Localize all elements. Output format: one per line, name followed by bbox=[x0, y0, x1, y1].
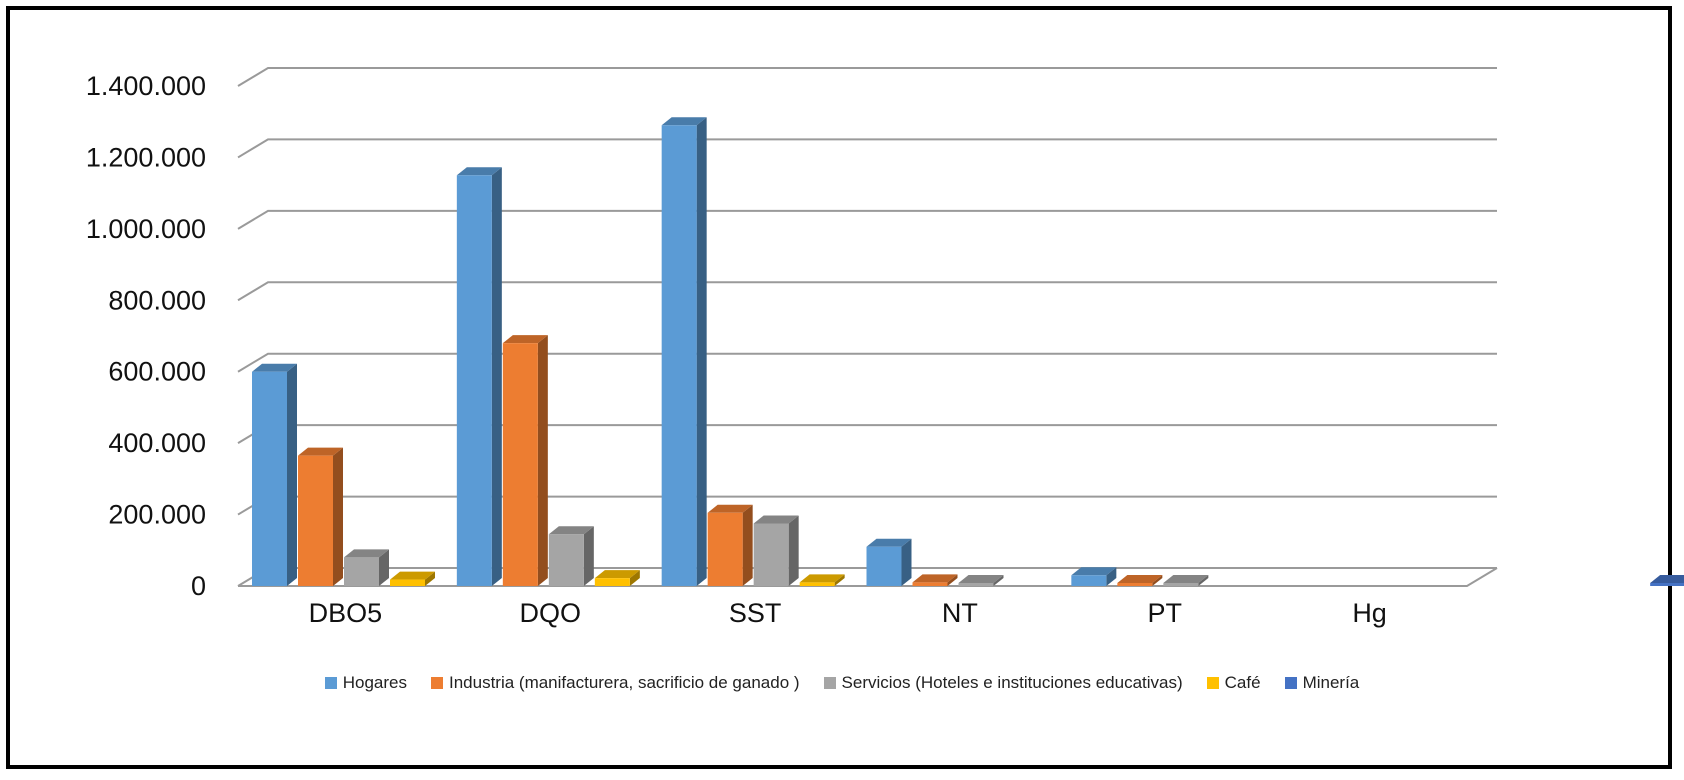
chart-legend: Hogares Industria (manifacturera, sacrifi… bbox=[0, 668, 1684, 698]
legend-label: Café bbox=[1224, 673, 1261, 692]
bar-pt-1 bbox=[1071, 567, 1117, 586]
y-tick-label: 200.000 bbox=[108, 500, 206, 530]
bar-sst-1 bbox=[661, 117, 707, 587]
gridline bbox=[237, 138, 1497, 159]
legend-swatch bbox=[1284, 677, 1297, 689]
legend-item: Café bbox=[1206, 673, 1261, 693]
bar-dqo-2 bbox=[502, 335, 548, 586]
legend-label: Servicios (Hoteles e instituciones educa… bbox=[841, 673, 1183, 692]
gridline bbox=[237, 281, 1497, 302]
legend-label: Industria (manifacturera, sacrificio de … bbox=[448, 673, 800, 692]
gridline bbox=[237, 67, 1497, 87]
legend-swatch bbox=[430, 677, 443, 689]
bar-hg-5 bbox=[1650, 575, 1684, 586]
y-tick-label: 0 bbox=[191, 571, 206, 601]
bar-dbo5-4 bbox=[390, 571, 435, 586]
y-tick-label: 1.000.000 bbox=[86, 214, 206, 244]
legend-swatch bbox=[1206, 677, 1219, 689]
bar-chart: 0 200.000 400.000 600.000 800.000 1.000.000 1.… bbox=[86, 67, 1684, 628]
y-tick-label: 400.000 bbox=[108, 428, 206, 458]
legend-item: Minería bbox=[1284, 673, 1360, 693]
y-tick-label: 1.400.000 bbox=[86, 71, 206, 101]
category-label: PT bbox=[1147, 598, 1182, 628]
bar-nt-1 bbox=[866, 538, 912, 586]
legend-label: Minería bbox=[1302, 673, 1360, 692]
bar-sst-3 bbox=[753, 515, 799, 586]
legend-item: Hogares bbox=[324, 673, 407, 693]
legend-swatch bbox=[823, 677, 836, 689]
y-tick-label: 800.000 bbox=[108, 285, 206, 315]
category-label: NT bbox=[942, 598, 978, 628]
y-tick-label: 600.000 bbox=[108, 357, 206, 387]
bar-dqo-1 bbox=[456, 167, 502, 587]
gridline bbox=[237, 495, 1497, 516]
category-label: Hg bbox=[1352, 598, 1387, 628]
bar-dqo-3 bbox=[548, 526, 594, 586]
bar-nt-2 bbox=[912, 574, 958, 586]
gridline bbox=[237, 209, 1497, 230]
gridline bbox=[237, 424, 1497, 445]
bar-sst-4 bbox=[799, 574, 845, 586]
bar-pt-3 bbox=[1163, 575, 1209, 586]
legend-swatch bbox=[324, 677, 337, 689]
gridline bbox=[237, 352, 1497, 373]
bar-dbo5-3 bbox=[344, 549, 389, 586]
y-tick-label: 1.200.000 bbox=[86, 142, 206, 172]
legend-item: Servicios (Hoteles e instituciones educa… bbox=[823, 673, 1183, 693]
bar-dbo5-2 bbox=[298, 447, 343, 586]
legend-label: Hogares bbox=[342, 673, 407, 692]
bar-pt-2 bbox=[1117, 575, 1163, 586]
bar-sst-2 bbox=[707, 504, 753, 586]
bar-nt-3 bbox=[958, 575, 1004, 586]
category-label: SST bbox=[729, 598, 782, 628]
bar-dqo-4 bbox=[594, 570, 640, 586]
category-label: DBO5 bbox=[309, 598, 383, 628]
floor-edge bbox=[238, 567, 1498, 587]
category-label: DQO bbox=[519, 598, 581, 628]
bar-dbo5-1 bbox=[252, 363, 297, 586]
legend-item: Industria (manifacturera, sacrificio de … bbox=[430, 673, 800, 693]
